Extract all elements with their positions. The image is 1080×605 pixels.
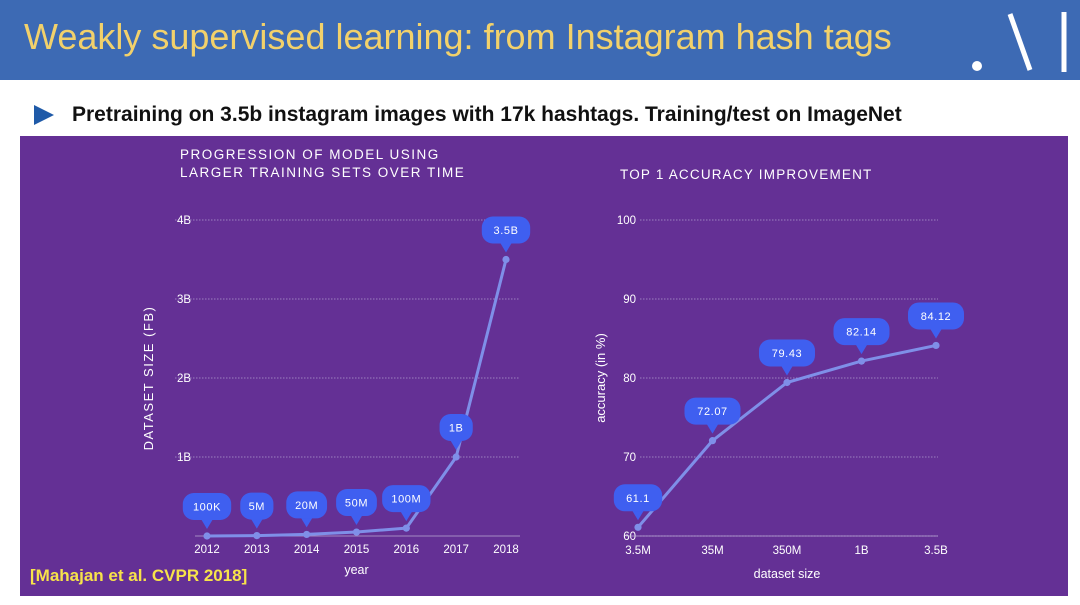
chart1-ytick-label: 3B <box>177 294 191 306</box>
chart1-data-label-bubble <box>336 489 377 517</box>
chart2-data-label-bubble <box>833 318 890 346</box>
chart1-data-label: 3.5B <box>493 225 518 237</box>
chart2-data-label: 79.43 <box>772 348 803 360</box>
charts-panel: PROGRESSION OF MODEL USING LARGER TRAININ… <box>20 136 1068 596</box>
chart2-xtick-label: 1B <box>854 545 868 557</box>
chart2-data-point <box>634 523 642 531</box>
chart1-title-line: PROGRESSION OF MODEL USING <box>180 147 440 162</box>
chart2-data-label: 82.14 <box>846 327 877 339</box>
chart1-data-label: 100M <box>391 494 421 506</box>
chart1-label-pointer <box>350 515 363 526</box>
chart2-label-pointer <box>632 510 644 521</box>
slide-title: Weakly supervised learning: from Instagr… <box>24 16 892 57</box>
chart1-label-pointer <box>250 518 263 529</box>
chart1-data-point <box>502 255 510 264</box>
chart2-xlabel: dataset size <box>754 567 821 581</box>
chart1-data-label-bubble <box>240 492 274 520</box>
chart2-title: TOP 1 ACCURACY IMPROVEMENT <box>620 167 873 182</box>
chart2-data-label: 84.12 <box>921 311 952 323</box>
chart2-ytick-label: 100 <box>617 215 636 227</box>
chart2-label-pointer <box>855 344 868 355</box>
chart2-xtick-label: 35M <box>701 545 723 557</box>
chart1-xtick-label: 2018 <box>493 544 519 556</box>
chart1-title-line: LARGER TRAINING SETS OVER TIME <box>180 165 465 180</box>
chart2-data-point <box>932 341 940 350</box>
chart1-data-point <box>203 532 211 540</box>
chart1-data-label: 20M <box>295 500 318 512</box>
chart2-data-label-bubble <box>759 339 815 367</box>
chart1-label-pointer <box>400 511 413 522</box>
chart1-ylabel: DATASET SIZE (FB) <box>141 306 156 451</box>
logo-icon <box>972 12 1067 72</box>
chart2-data-point <box>783 378 791 387</box>
chart1-data-label: 1B <box>449 423 464 435</box>
chart1-data-label-bubble <box>182 492 232 520</box>
chart1-data-label: 50M <box>345 498 368 510</box>
chart1-label-pointer <box>201 518 213 529</box>
chart1-data-point <box>452 453 460 461</box>
bullet-arrow-icon <box>34 105 54 125</box>
chart2-ytick-label: 90 <box>623 294 636 306</box>
chart1-label-pointer <box>450 440 463 450</box>
chart1-xtick-label: 2012 <box>194 544 220 556</box>
bullet-text: Pretraining on 3.5b instagram images wit… <box>72 103 902 126</box>
chart2-data-label: 72.07 <box>697 406 728 418</box>
chart1-data-label-bubble <box>481 216 531 244</box>
slide-header: Weakly supervised learning: from Instagr… <box>0 0 1080 80</box>
chart2-xtick-label: 3.5B <box>924 545 948 557</box>
chart2-label-pointer <box>781 365 793 376</box>
chart1-xlabel: year <box>344 563 368 577</box>
chart1-data-point <box>253 532 261 540</box>
chart2-xtick-label: 3.5M <box>625 545 651 557</box>
chart1-ytick-label: 1B <box>177 452 191 464</box>
chart2-data-point <box>857 357 866 365</box>
chart2-xtick-label: 350M <box>773 545 802 557</box>
chart1-xtick-label: 2017 <box>443 544 469 556</box>
chart1-xtick-label: 2014 <box>294 544 320 556</box>
chart1-data-point <box>352 528 361 536</box>
chart2-ytick-label: 70 <box>623 452 636 464</box>
chart2-data-label-bubble <box>613 484 663 512</box>
chart1-data-point <box>402 524 410 532</box>
chart2-label-pointer <box>706 423 719 434</box>
chart2-data-point <box>708 437 717 445</box>
chart2-label-pointer <box>930 328 942 339</box>
chart1-data-label: 100K <box>193 501 221 513</box>
chart1-data-point <box>303 530 311 539</box>
bullet-point: Pretraining on 3.5b instagram images wit… <box>34 99 902 131</box>
chart1-data-label-bubble <box>286 491 328 519</box>
charts-svg: PROGRESSION OF MODEL USING LARGER TRAININ… <box>141 147 964 581</box>
chart1-xtick-label: 2013 <box>244 544 270 556</box>
chart1-data-label: 5M <box>249 501 265 513</box>
chart2-ytick-label: 80 <box>623 373 636 385</box>
chart1-xtick-label: 2016 <box>394 544 420 556</box>
chart2-ytick-label: 60 <box>623 531 636 543</box>
chart1-data-label-bubble <box>439 414 473 441</box>
chart2-data-label: 61.1 <box>626 493 650 505</box>
chart1-data-label-bubble <box>382 485 431 513</box>
chart1-xtick-label: 2015 <box>344 544 370 556</box>
chart1-ytick-label: 2B <box>177 373 191 385</box>
chart1-label-pointer <box>300 517 313 528</box>
chart2-ylabel: accuracy (in %) <box>593 333 608 423</box>
chart1-ytick-label: 4B <box>177 215 191 227</box>
chart2-data-label-bubble <box>908 302 964 330</box>
citation: [Mahajan et al. CVPR 2018] <box>30 566 248 585</box>
chart2-data-label-bubble <box>684 397 741 425</box>
chart1-label-pointer <box>500 242 512 253</box>
